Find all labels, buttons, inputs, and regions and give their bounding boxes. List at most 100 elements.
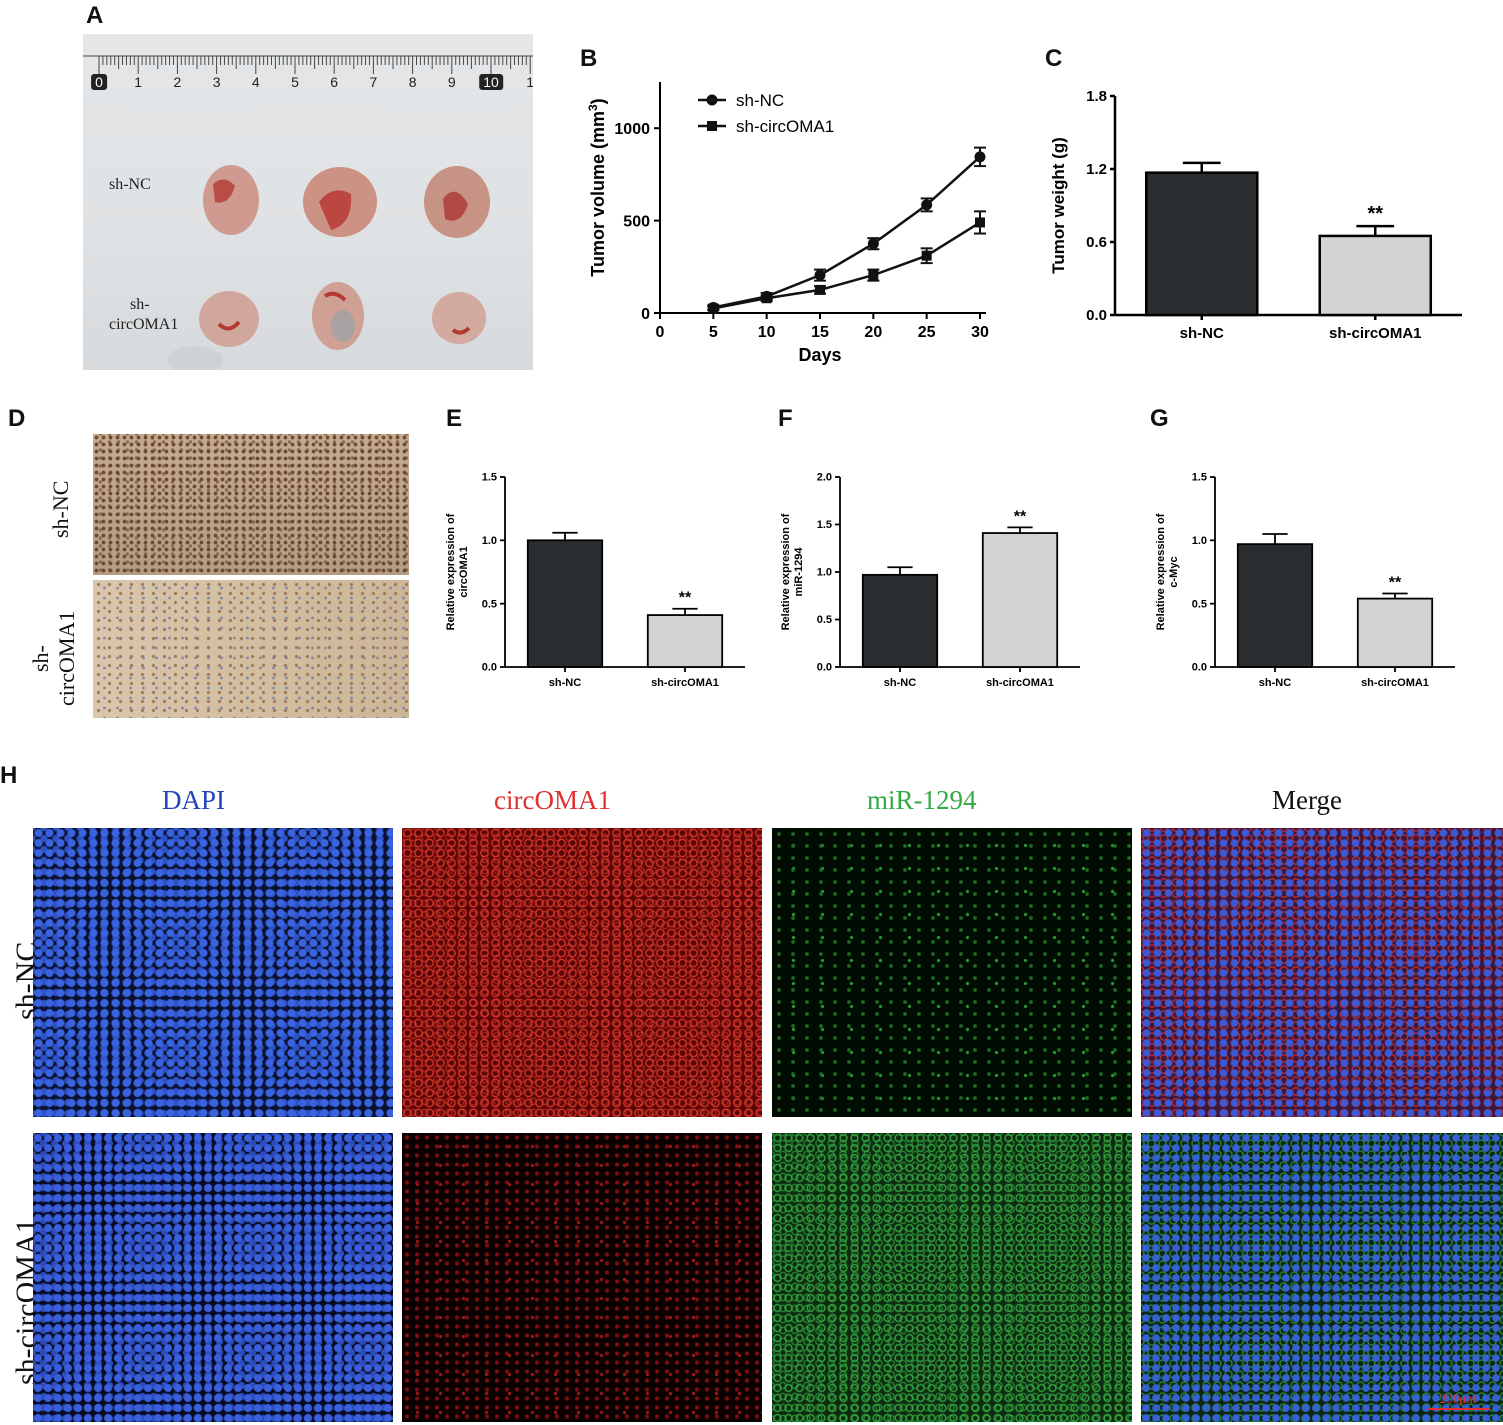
data-point-square [921, 250, 932, 261]
ruler-numbers: 0 1 2 3 4 5 6 7 8 9 10 1 [89, 74, 533, 98]
y-axis-title-line1: Relative expression of [1155, 513, 1167, 630]
y-axis-title-line1: Relative expression of [445, 513, 457, 630]
x-tick-label: sh-NC [1259, 677, 1291, 689]
fish-sh-circoma1-circoma1 [402, 1133, 762, 1422]
y-axis-title-line2: c-Myc [1168, 556, 1180, 587]
ruler-number: 7 [369, 74, 378, 90]
y-tick-label: 1.5 [817, 519, 832, 531]
y-axis-title-line2: circOMA1 [458, 546, 470, 597]
ruler-number: 0 [91, 74, 107, 90]
chart-mir1294-expression: 0.0 0.5 1.0 1.5 2.0 sh-NC sh-circOMA1 ** Relativ… [780, 472, 1080, 689]
tumor-sh-1 [199, 291, 259, 347]
x-tick-label: 5 [709, 324, 718, 341]
ruler-number: 5 [291, 74, 299, 90]
series-line-1 [713, 221, 981, 310]
fish-col-merge: Merge [1272, 785, 1342, 815]
data-point-square [815, 284, 825, 295]
significance-mark: ** [1389, 575, 1402, 592]
y-tick-label: 2.0 [817, 472, 832, 484]
x-tick-label: 10 [758, 324, 776, 341]
fish-sh-nc-dapi [33, 828, 393, 1117]
chart-cmyc-expression: 0.0 0.5 1.0 1.5 sh-NC sh-circOMA1 ** Relative e… [1155, 472, 1455, 689]
bar-0 [1144, 171, 1259, 317]
y-tick-label: 0.0 [1086, 307, 1107, 324]
y-tick-label: 500 [623, 214, 650, 231]
legend-marker-circle [706, 94, 718, 106]
x-tick-label: sh-circOMA1 [1329, 325, 1422, 342]
scale-bar-line [1427, 1408, 1489, 1410]
panel-letter-d: D [8, 405, 26, 432]
legend-label: sh-circOMA1 [736, 117, 834, 136]
fish-sh-circoma1-merge: 200μm [1141, 1133, 1503, 1422]
tumor-photo-drawing [83, 55, 533, 370]
legend-marker-square [707, 121, 717, 131]
data-point-square [708, 303, 719, 314]
chart-tumor-volume: 0 500 1000 0 5 10 15 20 25 30 Days Tumor volume (mm… [586, 82, 989, 365]
ruler-ticks [83, 55, 533, 74]
photo-label-sh: sh- [130, 296, 150, 313]
bar-0 [861, 573, 939, 668]
y-tick-label: 1.5 [1192, 472, 1207, 484]
series-line-0 [713, 155, 981, 309]
data-point-square [975, 217, 985, 228]
ihc-image-sh-nc [93, 434, 409, 575]
photo-label-sh-nc: sh-NC [109, 176, 151, 193]
significance-mark: ** [1367, 203, 1383, 225]
bar-1 [981, 532, 1059, 668]
ruler-number: 10 [479, 74, 503, 90]
y-tick-label: 0.5 [1192, 598, 1207, 610]
y-axis-title-line2: miR-1294 [793, 547, 805, 597]
scale-bar-label: 200μm [1439, 1391, 1477, 1406]
ruler-number: 4 [251, 74, 260, 90]
ruler-number: 2 [173, 74, 182, 90]
panel-letter-e: E [446, 405, 463, 432]
y-tick-label: 0.5 [482, 598, 497, 610]
tumor-sh-3 [432, 292, 486, 344]
x-tick-label: 20 [864, 324, 882, 341]
x-tick-label: sh-NC [1180, 325, 1224, 342]
chart-tumor-weight: 0.0 0.6 1.2 1.8 sh-NC sh-circOMA1 ** Tumor weig… [1049, 88, 1462, 342]
bar-0 [1236, 543, 1314, 668]
y-tick-label: 0.5 [817, 614, 832, 626]
x-tick-label: sh-NC [549, 677, 581, 689]
data-point-circle [867, 238, 879, 250]
y-tick-label: 1.8 [1086, 88, 1107, 105]
y-tick-label: 1.0 [482, 535, 497, 547]
y-tick-label: 1000 [614, 121, 650, 138]
x-tick-label: 15 [811, 324, 829, 341]
significance-mark: ** [679, 590, 692, 607]
x-tick-label: sh-circOMA1 [651, 677, 719, 689]
data-point-square [868, 270, 879, 281]
y-tick-label: 0.0 [817, 662, 832, 674]
panel-letter-f: F [778, 405, 793, 432]
y-tick-label: 0.0 [482, 662, 497, 674]
x-tick-label: 25 [918, 324, 936, 341]
ruler-number: 1 [526, 74, 533, 90]
y-tick-label: 1.5 [482, 472, 497, 484]
y-tick-label: 0.0 [1192, 662, 1207, 674]
y-axis-title-line1: Relative expression of [780, 513, 792, 630]
chart-circoma1-expression: 0.0 0.5 1.0 1.5 sh-NC sh-circOMA1 ** Relative e… [445, 472, 745, 689]
bar-1 [1356, 597, 1434, 668]
legend-label: sh-NC [736, 91, 784, 110]
bar-1 [646, 614, 724, 668]
panel-letter-h: H [0, 762, 18, 789]
bar-0 [526, 539, 604, 668]
ihc-label-sh-nc: sh-NC [48, 480, 73, 538]
y-tick-label: 1.0 [1192, 535, 1207, 547]
y-tick-label: 1.0 [817, 567, 832, 579]
x-tick-label: sh-circOMA1 [986, 677, 1054, 689]
fish-sh-nc-merge [1141, 828, 1503, 1117]
x-tick-label: 30 [971, 324, 989, 341]
x-tick-label: 0 [656, 324, 665, 341]
fish-sh-nc-mir1294 [772, 828, 1132, 1117]
ihc-image-sh-circoma1 [93, 580, 409, 718]
photo-label-circoma1: circOMA1 [109, 316, 179, 333]
data-point-circle [814, 269, 826, 281]
y-tick-label: 1.2 [1086, 161, 1107, 178]
x-tick-label: sh-circOMA1 [1361, 677, 1429, 689]
fish-col-mir1294: miR-1294 [867, 785, 977, 815]
data-point-square [761, 293, 772, 304]
panel-letter-c: C [1045, 45, 1063, 72]
ihc-label-circoma1: circOMA1 [54, 610, 79, 706]
